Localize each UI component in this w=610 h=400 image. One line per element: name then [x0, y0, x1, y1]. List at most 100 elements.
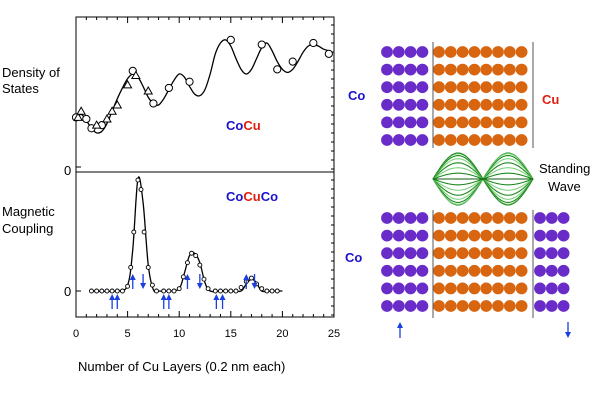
coupling-point [180, 274, 186, 280]
cu-atom [503, 81, 516, 94]
dos-circle-point [226, 35, 235, 45]
coupling-point [233, 288, 239, 294]
coupling-point [197, 262, 203, 268]
cu-atom [433, 247, 445, 260]
cu-atom [515, 46, 528, 58]
cu-atom [456, 212, 469, 224]
co-atom [404, 247, 417, 260]
coupling-point [135, 177, 141, 183]
coupling-legend-co2: Co [261, 189, 278, 204]
dos-ylabel-line1: Density of [2, 65, 60, 80]
coupling-point [238, 285, 244, 290]
cu-atom [480, 300, 493, 312]
co-atom [416, 282, 429, 295]
dos-circle-point [185, 77, 194, 86]
coupling-point [193, 253, 199, 259]
spin-up-arrow [160, 294, 167, 309]
cu-atom [503, 134, 516, 146]
spin-down-arrow [196, 274, 203, 289]
spin-down-arrow [140, 274, 147, 289]
co-atom [392, 229, 405, 242]
coupling-point [119, 288, 125, 294]
spin-up-arrow [243, 274, 250, 289]
cu-atom [433, 63, 445, 76]
cu-atom [444, 264, 457, 277]
co-atom [416, 264, 429, 277]
cu-atom [480, 81, 493, 94]
co-atom [392, 300, 405, 312]
coupling-points [89, 177, 280, 294]
co-atom [545, 212, 558, 224]
dos-circle-point [149, 99, 158, 108]
standing-wave [432, 152, 534, 206]
co-atom [392, 98, 405, 111]
dos-legend-co: Co [226, 118, 243, 133]
co-atom [404, 63, 417, 76]
coupling-point [138, 187, 144, 192]
cu-atom [492, 46, 504, 58]
label-co-bottom: Co [345, 250, 362, 265]
coupling-point [104, 288, 110, 294]
dos-circle-point [164, 83, 173, 93]
cu-atom [492, 247, 504, 260]
dos-legend: CoCu [226, 118, 261, 133]
co-atom [392, 81, 405, 94]
cu-atom [444, 247, 457, 260]
cu-atom [456, 46, 469, 58]
cu-atom [492, 282, 504, 295]
cu-atom [480, 212, 493, 224]
coupling-ylabel-line1: Magnetic [2, 204, 55, 219]
co-atom [534, 282, 546, 295]
co-atom [534, 247, 546, 260]
coupling-point [248, 275, 254, 281]
co-atom [557, 212, 570, 224]
coupling-point [212, 288, 218, 294]
cu-atom [503, 229, 516, 242]
coupling-xlabel: Number of Cu Layers (0.2 nm each) [78, 359, 285, 374]
dos-fit-line [75, 39, 330, 134]
coupling-point [94, 288, 100, 294]
co-atom [381, 134, 393, 146]
cu-atom [503, 300, 516, 312]
coupling-point [145, 264, 151, 270]
coupling-point [114, 288, 120, 294]
coupling-xtick-label: 10 [173, 328, 185, 340]
label-co-top: Co [348, 88, 365, 103]
cu-atom [515, 81, 528, 94]
dos-legend-cu: Cu [243, 118, 260, 133]
dos-ylabel-line2: States [2, 81, 39, 96]
cu-atom [503, 98, 516, 111]
dos-triangle-point [102, 113, 112, 123]
cu-atom [468, 264, 481, 277]
cu-atom [492, 134, 504, 146]
co-atom [416, 46, 429, 58]
spin-up-arrow [397, 322, 403, 338]
co-atom [557, 300, 570, 312]
cu-atom [433, 134, 445, 146]
cu-atom [444, 212, 457, 224]
cu-atom [444, 134, 457, 146]
co-atom [404, 81, 417, 94]
coupling-point [218, 288, 223, 294]
cu-atom [503, 264, 516, 277]
coupling-legend: CoCuCo [226, 189, 278, 204]
co-atom [545, 282, 558, 295]
coupling-ticks [75, 179, 335, 317]
dos-triangle-point [91, 120, 102, 129]
dos-ticks [75, 17, 335, 170]
co-atom [381, 247, 393, 260]
co-atom [416, 116, 429, 129]
co-atom [381, 116, 393, 129]
co-atom [557, 247, 570, 260]
co-atom [381, 98, 393, 111]
coupling-point [131, 229, 137, 235]
co-atom [381, 300, 393, 312]
coupling-ylabel-line2: Coupling [2, 221, 53, 236]
cu-atom [480, 116, 493, 129]
co-atom [381, 264, 393, 277]
coupling-xtick-label: 5 [125, 328, 131, 340]
co-atom [381, 63, 393, 76]
cu-atom [480, 46, 493, 58]
co-atom [416, 134, 429, 146]
co-atom [392, 282, 405, 295]
